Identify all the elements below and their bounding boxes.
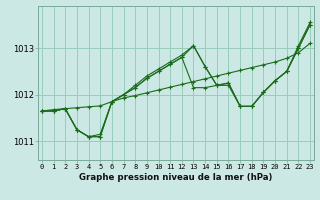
X-axis label: Graphe pression niveau de la mer (hPa): Graphe pression niveau de la mer (hPa)	[79, 173, 273, 182]
